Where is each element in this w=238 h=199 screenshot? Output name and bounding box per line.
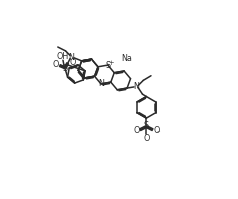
Text: O: O bbox=[153, 126, 159, 135]
Text: N: N bbox=[69, 53, 74, 61]
Text: O: O bbox=[133, 126, 139, 135]
Text: +: + bbox=[108, 60, 114, 66]
Text: S: S bbox=[144, 121, 149, 130]
Text: O: O bbox=[143, 134, 149, 143]
Text: S: S bbox=[63, 64, 68, 73]
Text: N: N bbox=[134, 82, 139, 91]
Text: Na: Na bbox=[121, 54, 132, 63]
Text: N: N bbox=[98, 79, 104, 88]
Text: ⁻: ⁻ bbox=[157, 131, 160, 137]
Text: O: O bbox=[52, 60, 59, 69]
Text: S: S bbox=[105, 60, 110, 70]
Text: OH: OH bbox=[56, 52, 68, 61]
Text: O: O bbox=[69, 58, 75, 67]
